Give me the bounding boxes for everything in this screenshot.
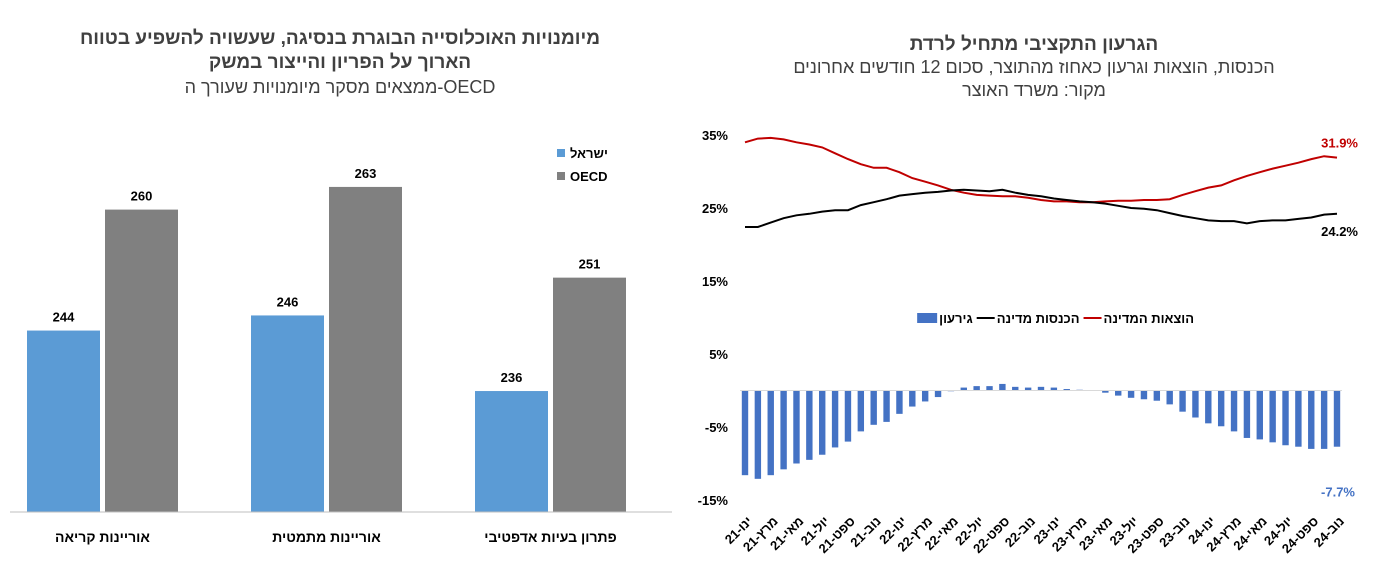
deficit-bar xyxy=(1102,390,1109,393)
deficit-bar xyxy=(909,390,916,407)
deficit-bar xyxy=(1127,390,1135,398)
deficit-bar xyxy=(793,390,800,464)
deficit-bar xyxy=(1024,387,1032,391)
bar-data-label: 246 xyxy=(277,294,299,309)
bar-chart: מיומנויות האוכלוסייה הבוגרת בנסיגה, שעשו… xyxy=(10,28,672,545)
legend-swatch xyxy=(557,149,565,157)
deficit-bar xyxy=(1192,390,1199,418)
deficit-bar xyxy=(896,390,903,414)
deficit-bar xyxy=(1037,386,1045,391)
deficit-bar xyxy=(780,390,787,470)
deficit-bar xyxy=(754,390,762,479)
expenditure-line xyxy=(744,136,1338,204)
deficit-bar xyxy=(921,390,929,402)
deficit-bar xyxy=(1166,390,1173,405)
bar-israel xyxy=(27,330,100,512)
deficit-bar xyxy=(767,390,774,476)
category-label: אוריינות מתמטית xyxy=(272,529,381,545)
bar-oecd xyxy=(329,186,402,513)
deficit-bar xyxy=(1230,390,1238,432)
legend-swatch xyxy=(557,172,565,180)
deficit-bar xyxy=(1012,386,1019,391)
bar-israel xyxy=(475,391,548,512)
deficit-bar xyxy=(1050,387,1058,391)
bar-data-label: 236 xyxy=(501,370,523,385)
deficit-bar xyxy=(806,390,813,460)
deficit-bar xyxy=(741,390,749,476)
deficit-bar xyxy=(1243,390,1251,438)
bar-chart-title-line2: הארוך על הפריון והייצור במשק xyxy=(209,52,471,73)
bar-data-label: 260 xyxy=(131,189,153,204)
deficit-bar xyxy=(986,386,993,391)
legend-label: ישראל xyxy=(570,146,608,161)
deficit-bar xyxy=(1179,390,1186,412)
bar-data-label: 263 xyxy=(355,166,377,181)
line-chart-title: הגרעון התקציבי מתחיל לרדת xyxy=(910,34,1159,55)
expenditure-end-label: 31.9% xyxy=(1321,136,1358,151)
deficit-bar xyxy=(1205,390,1212,424)
deficit-bar xyxy=(1308,390,1315,449)
legend-label: OECD xyxy=(570,169,608,184)
deficit-bar xyxy=(870,390,877,425)
deficit-end-label: -7.7% xyxy=(1321,485,1355,500)
deficit-bar xyxy=(934,390,942,398)
legend-label: הוצאות המדינה xyxy=(1104,311,1194,326)
bar-data-label: 244 xyxy=(53,310,75,325)
deficit-bar xyxy=(1282,390,1289,446)
revenue-line xyxy=(745,188,1338,228)
y-tick-label: 25% xyxy=(702,201,728,216)
category-label: פתרון בעיות אדפטיבי xyxy=(484,529,616,545)
deficit-bar xyxy=(1115,390,1122,396)
bar-oecd xyxy=(553,277,626,512)
deficit-bar xyxy=(883,390,890,422)
deficit-bar xyxy=(1295,390,1302,447)
legend-label: גירעון xyxy=(939,311,973,326)
legend-bar-swatch xyxy=(917,313,938,323)
bar-data-label: 251 xyxy=(579,257,601,272)
deficit-bar xyxy=(1140,390,1148,400)
deficit-bar xyxy=(1153,390,1161,401)
deficit-bar xyxy=(999,383,1006,391)
revenue-end-label: 24.2% xyxy=(1321,224,1358,239)
category-label: אוריינות קריאה xyxy=(55,529,150,545)
deficit-bar xyxy=(819,390,826,455)
bar-chart-title: מיומנויות האוכלוסייה הבוגרת בנסיגה, שעשו… xyxy=(80,28,600,49)
legend-label: הכנסות מדינה xyxy=(997,311,1080,326)
bar-oecd xyxy=(105,209,178,512)
line-chart-source: מקור: משרד האוצר xyxy=(962,80,1106,100)
y-tick-label: 5% xyxy=(709,347,728,362)
y-tick-label: 35% xyxy=(702,128,728,143)
deficit-bar xyxy=(831,390,839,448)
deficit-bar xyxy=(1333,390,1341,447)
deficit-bar xyxy=(1256,390,1263,440)
y-tick-label: -15% xyxy=(698,493,729,508)
bar-israel xyxy=(251,315,324,512)
deficit-bar xyxy=(844,390,852,442)
deficit-bar xyxy=(973,386,980,391)
y-tick-label: 15% xyxy=(702,274,728,289)
deficit-bar xyxy=(1269,390,1276,443)
deficit-bar xyxy=(1320,390,1328,449)
line-chart-subtitle: הכנסות, הוצאות וגרעון כאחוז מהתוצר, סכום… xyxy=(793,57,1274,77)
y-tick-label: -5% xyxy=(705,420,729,435)
deficit-bar xyxy=(960,387,967,391)
deficit-bar xyxy=(857,390,865,432)
bar-chart-subtitle: ממצאים מסקר מיומנויות שעורך ה-OECD xyxy=(185,77,496,97)
deficit-bar xyxy=(1063,389,1070,391)
deficit-bar xyxy=(1217,390,1225,427)
